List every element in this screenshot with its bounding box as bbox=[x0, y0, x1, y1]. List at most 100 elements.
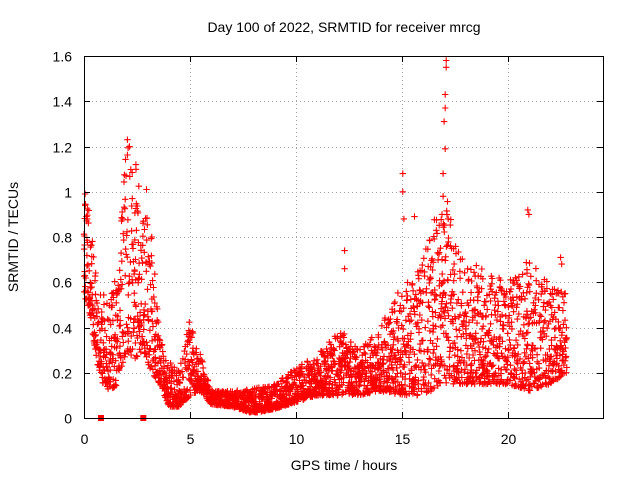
data-point bbox=[433, 227, 440, 234]
data-point bbox=[419, 299, 426, 306]
data-point bbox=[537, 313, 545, 320]
data-point bbox=[429, 328, 437, 336]
data-point bbox=[299, 370, 307, 378]
data-point bbox=[136, 328, 143, 335]
data-point bbox=[504, 354, 511, 361]
data-point bbox=[439, 193, 447, 200]
data-point bbox=[104, 315, 111, 323]
data-point bbox=[451, 270, 458, 278]
data-point bbox=[114, 335, 121, 343]
data-point bbox=[441, 315, 449, 322]
data-point bbox=[334, 391, 341, 399]
data-point bbox=[444, 198, 451, 205]
data-point bbox=[122, 196, 129, 203]
data-point bbox=[341, 330, 348, 338]
data-point bbox=[341, 265, 348, 272]
data-point bbox=[526, 387, 534, 394]
data-point bbox=[409, 287, 417, 294]
data-point bbox=[476, 380, 483, 387]
data-point bbox=[119, 281, 126, 288]
data-point bbox=[400, 304, 407, 312]
data-point bbox=[461, 269, 468, 276]
data-point bbox=[168, 369, 175, 376]
data-point bbox=[402, 371, 409, 378]
data-point bbox=[430, 259, 437, 266]
data-point bbox=[170, 378, 178, 385]
data-point bbox=[451, 339, 458, 347]
data-point bbox=[288, 385, 295, 392]
data-point bbox=[152, 346, 159, 353]
data-point bbox=[189, 329, 197, 337]
data-point bbox=[526, 259, 533, 267]
data-point bbox=[480, 338, 487, 345]
data-point bbox=[425, 360, 433, 368]
data-point bbox=[117, 276, 124, 283]
data-point bbox=[132, 256, 139, 263]
data-point bbox=[527, 314, 534, 321]
data-point bbox=[398, 322, 405, 329]
data-point bbox=[422, 369, 429, 376]
data-point bbox=[302, 377, 310, 384]
data-point bbox=[161, 370, 169, 377]
data-point bbox=[498, 376, 505, 383]
data-point bbox=[502, 302, 509, 309]
data-point bbox=[386, 319, 393, 326]
data-point bbox=[138, 254, 145, 262]
x-tick-label: 20 bbox=[501, 431, 517, 447]
data-point bbox=[90, 253, 97, 261]
data-point bbox=[424, 346, 432, 353]
data-point bbox=[521, 335, 528, 342]
data-point bbox=[137, 247, 145, 254]
data-point bbox=[432, 323, 439, 330]
data-point bbox=[374, 359, 382, 366]
data-point bbox=[524, 311, 531, 318]
data-point bbox=[407, 330, 415, 337]
data-point bbox=[408, 317, 415, 324]
data-point bbox=[450, 260, 458, 268]
data-point bbox=[416, 311, 423, 319]
data-point bbox=[338, 367, 345, 374]
data-point bbox=[442, 145, 449, 152]
data-point bbox=[180, 374, 187, 381]
data-point bbox=[131, 299, 138, 306]
data-point bbox=[394, 337, 402, 345]
data-point bbox=[492, 311, 499, 319]
data-point bbox=[438, 216, 445, 223]
data-point bbox=[364, 359, 371, 366]
data-point bbox=[379, 346, 386, 354]
data-point bbox=[456, 327, 463, 334]
data-point bbox=[548, 353, 555, 360]
data-point bbox=[199, 358, 206, 365]
data-point bbox=[129, 279, 136, 286]
data-point bbox=[489, 362, 497, 369]
data-point bbox=[184, 358, 192, 365]
data-point bbox=[204, 377, 212, 384]
data-point bbox=[411, 311, 418, 318]
data-point bbox=[521, 385, 528, 392]
data-point bbox=[459, 255, 466, 263]
data-point bbox=[516, 355, 524, 363]
data-point bbox=[394, 378, 401, 386]
data-point bbox=[342, 341, 349, 348]
data-point bbox=[508, 325, 516, 333]
data-point bbox=[97, 347, 104, 354]
data-point bbox=[111, 363, 118, 370]
data-point bbox=[452, 315, 459, 322]
data-point bbox=[496, 334, 504, 341]
data-point bbox=[186, 362, 193, 369]
data-point bbox=[551, 309, 558, 316]
data-point bbox=[98, 314, 105, 322]
data-point bbox=[484, 349, 491, 356]
data-point bbox=[526, 288, 533, 295]
data-point bbox=[126, 173, 133, 180]
data-point bbox=[129, 195, 136, 202]
data-point bbox=[455, 296, 462, 303]
data-point bbox=[485, 345, 492, 353]
data-point bbox=[441, 228, 448, 236]
data-point bbox=[188, 334, 195, 341]
data-point bbox=[90, 321, 97, 328]
data-point bbox=[509, 302, 516, 309]
data-point bbox=[124, 144, 132, 151]
data-point bbox=[551, 286, 558, 293]
data-point bbox=[135, 183, 142, 190]
